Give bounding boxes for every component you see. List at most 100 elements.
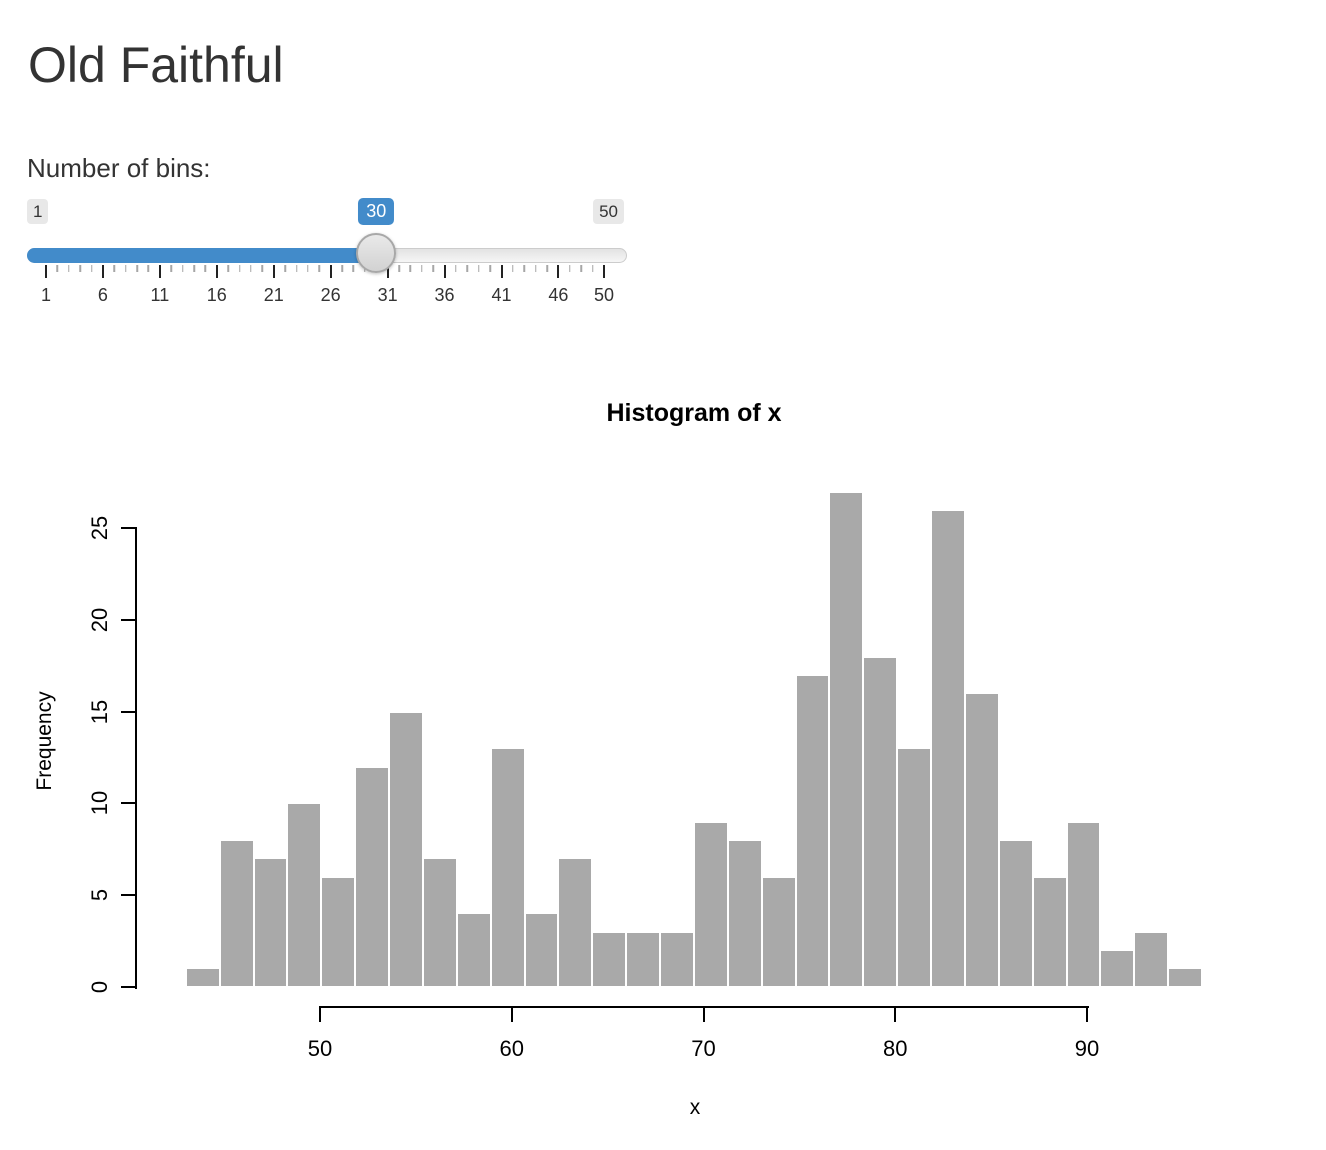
histogram-bar: [1032, 876, 1067, 987]
slider-grid-minor-tick: [591, 265, 594, 272]
slider-grid-minor-tick: [284, 265, 286, 272]
slider-grid-tick-label: 41: [491, 285, 512, 305]
x-axis-tick: [510, 1006, 513, 1022]
x-axis-tick: [894, 1006, 897, 1022]
x-axis-tick: [319, 1006, 321, 1022]
slider-grid-minor-tick: [569, 265, 571, 272]
x-axis-tick: [1086, 1006, 1088, 1022]
x-axis-tick: [702, 1006, 705, 1022]
slider-grid-minor-tick: [56, 265, 59, 272]
histogram-bar: [727, 840, 762, 987]
histogram-bar: [897, 748, 932, 987]
slider-grid-tick-label: 1: [40, 285, 52, 305]
slider-grid-major-tick: [272, 265, 275, 278]
slider-grid-minor-tick: [318, 265, 321, 272]
y-axis-tick-label: 25: [87, 516, 112, 541]
slider-grid-major-tick: [603, 265, 605, 278]
y-axis-label: Frequency: [33, 691, 56, 791]
y-axis-tick: [121, 527, 137, 530]
x-axis-tick-label: 70: [691, 1036, 716, 1061]
slider-grid-minor-tick: [546, 265, 548, 272]
slider-grid-major-tick: [329, 265, 332, 278]
x-axis-tick-label: 80: [883, 1036, 908, 1061]
slider-grid-minor-tick: [227, 265, 229, 272]
y-axis-tick: [121, 894, 137, 897]
slider-grid-minor-tick: [68, 265, 70, 272]
slider-grid-major-tick: [557, 265, 560, 278]
y-axis-tick: [121, 619, 137, 622]
slider-grid-minor-tick: [181, 265, 184, 272]
slider-grid-minor-tick: [170, 265, 172, 272]
slider-grid-minor-tick: [421, 265, 423, 272]
slider-grid-minor-tick: [466, 265, 469, 272]
histogram-bar: [558, 858, 593, 987]
histogram-bar: [863, 656, 898, 987]
y-axis-tick: [121, 985, 137, 988]
y-axis-tick: [121, 802, 137, 805]
slider-fill-bar: [27, 248, 377, 263]
histogram-bar: [998, 840, 1033, 987]
slider-grid-tick-label: 36: [434, 285, 455, 305]
y-axis-tick: [121, 710, 137, 713]
x-axis-tick-label: 60: [499, 1036, 524, 1061]
y-axis-tick-label: 15: [87, 699, 112, 724]
slider-grid-minor-tick: [398, 265, 400, 272]
bins-slider-label: Number of bins:: [27, 153, 211, 183]
slider-grid-minor-tick: [580, 265, 582, 272]
slider-grid-minor-tick: [534, 265, 537, 272]
slider-grid-minor-tick: [261, 265, 264, 272]
slider-grid-minor-tick: [147, 265, 150, 272]
histogram-bar: [795, 675, 830, 987]
histogram-bar: [422, 858, 457, 987]
x-axis-tick-label: 90: [1074, 1036, 1100, 1061]
histogram-bar: [931, 510, 965, 987]
slider-handle[interactable]: [356, 233, 397, 273]
histogram-bar: [1134, 931, 1169, 987]
histogram-bar: [761, 876, 796, 987]
slider-grid-major-tick: [443, 265, 446, 278]
y-axis-tick-label: 20: [87, 607, 112, 633]
histogram-bar: [253, 858, 288, 987]
x-axis-label: x: [689, 1096, 701, 1119]
histogram-bar: [660, 931, 694, 987]
y-axis-tick-label: 0: [87, 980, 112, 993]
slider-grid-minor-tick: [523, 265, 526, 272]
slider-grid-tick-label: 26: [320, 285, 341, 305]
histogram-bar: [1168, 968, 1203, 987]
slider-grid-major-tick: [101, 265, 104, 278]
slider-grid-minor-tick: [352, 265, 355, 272]
histogram-bar: [592, 931, 627, 987]
slider-grid-minor-tick: [124, 265, 127, 272]
histogram-bar: [185, 968, 220, 987]
x-axis-line: [320, 1006, 1089, 1008]
histogram-bar: [490, 748, 525, 987]
histogram-bar: [1066, 821, 1101, 987]
histogram-bar: [693, 821, 728, 987]
slider-grid-minor-tick: [512, 265, 514, 272]
slider-grid-major-tick: [158, 265, 161, 278]
slider-grid-minor-tick: [238, 265, 241, 272]
slider-grid-tick-label: 11: [150, 285, 170, 305]
plot-title: Histogram of x: [606, 399, 782, 427]
histogram-bar: [321, 876, 356, 987]
slider-grid-minor-tick: [250, 265, 252, 272]
slider-grid-minor-tick: [90, 265, 93, 272]
slider-grid-minor-tick: [136, 265, 138, 272]
y-axis-line: [135, 528, 137, 989]
histogram-bar: [389, 711, 423, 987]
y-axis-tick-label: 5: [87, 888, 112, 902]
histogram-bar: [626, 931, 661, 987]
slider-value-bubble: 30: [358, 198, 395, 225]
slider-grid-tick-label: 46: [548, 285, 569, 305]
slider-grid-minor-tick: [341, 265, 343, 272]
x-axis-tick-label: 50: [307, 1036, 333, 1061]
slider-grid-major-tick: [215, 265, 218, 278]
slider-grid-minor-tick: [455, 265, 457, 272]
slider-grid-minor-tick: [79, 265, 81, 272]
histogram-bar: [456, 913, 491, 987]
slider-grid-major-tick: [500, 265, 503, 278]
slider-grid-major-tick: [386, 265, 389, 278]
slider-grid-minor-tick: [409, 265, 412, 272]
